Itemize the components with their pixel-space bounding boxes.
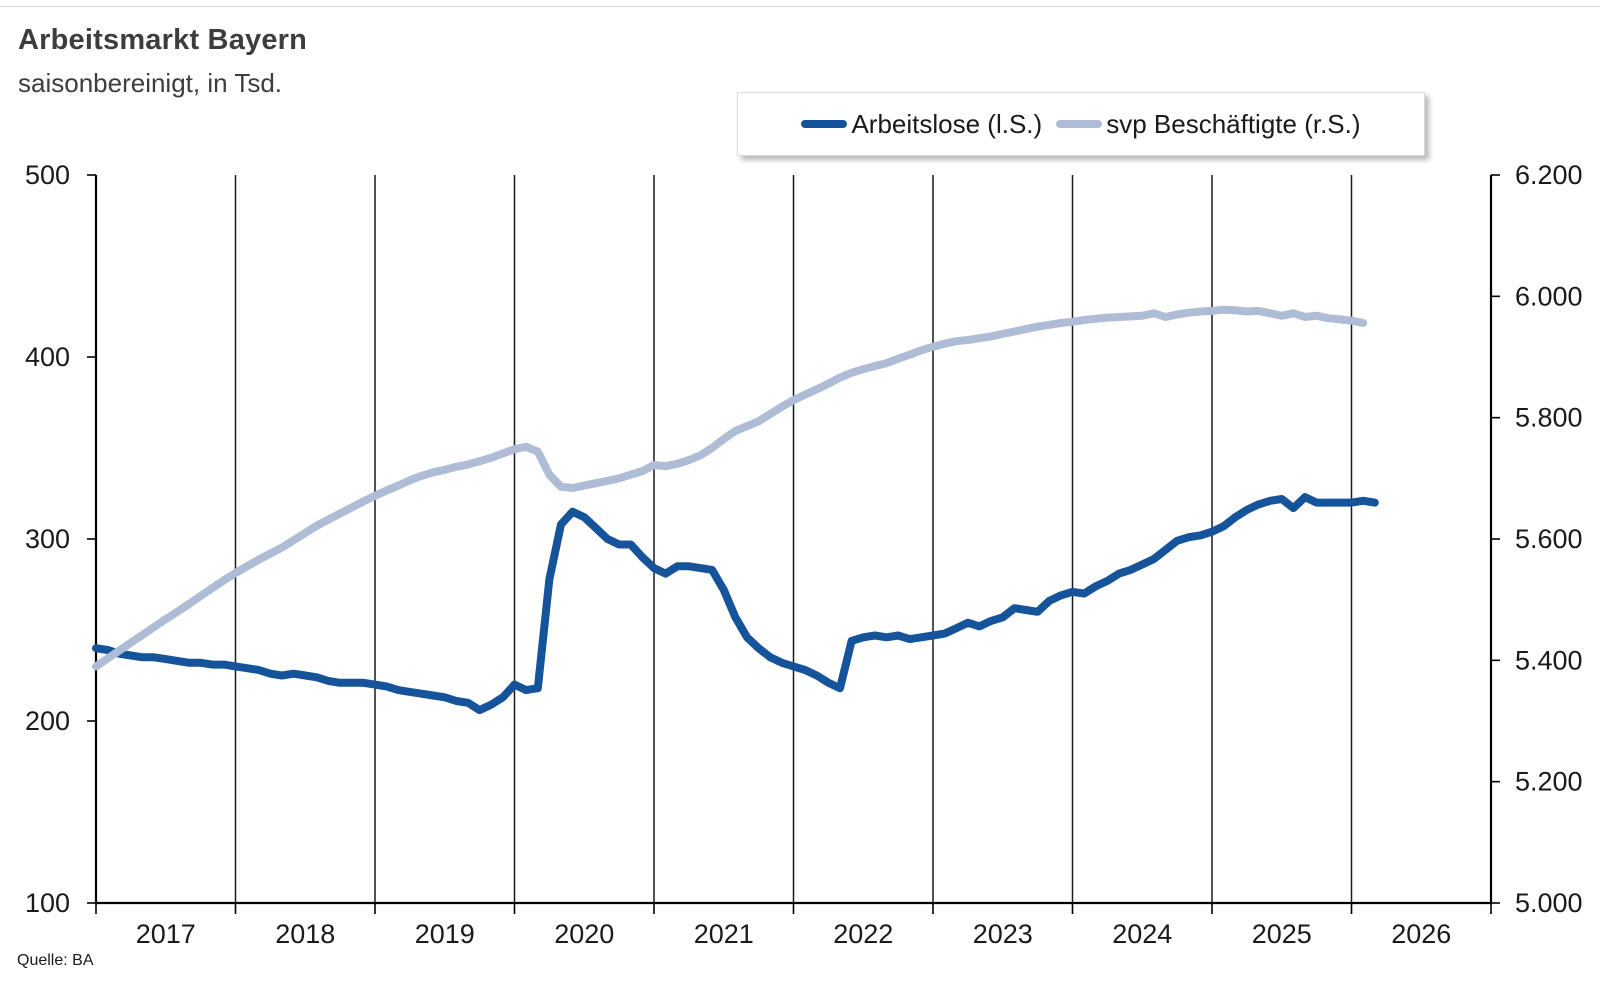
x-tick-label: 2025	[1252, 919, 1312, 949]
chart-title: Arbeitsmarkt Bayern	[18, 24, 308, 56]
x-tick-label: 2024	[1112, 919, 1172, 949]
legend-item-arbeitslose: Arbeitslose (l.S.)	[801, 109, 1042, 140]
right-axis-tick-label: 5.000	[1515, 888, 1583, 918]
x-tick-label: 2017	[136, 919, 196, 949]
legend-label-arbeitslose: Arbeitslose (l.S.)	[851, 108, 1043, 139]
x-tick-label: 2026	[1391, 919, 1451, 949]
left-axis-tick-label: 300	[25, 524, 70, 554]
right-axis-tick-label: 6.000	[1515, 281, 1583, 311]
x-tick-label: 2018	[275, 919, 335, 949]
right-axis-tick-label: 5.400	[1515, 645, 1583, 675]
right-axis-tick-label: 5.200	[1515, 767, 1583, 797]
top-border-rule	[0, 6, 1600, 7]
left-axis-tick-label: 500	[25, 160, 70, 190]
series-line-svp-beschaeftigte	[92, 305, 1368, 671]
x-tick-label: 2022	[833, 919, 893, 949]
right-axis-tick-label: 6.200	[1515, 160, 1583, 190]
right-axis-tick-label: 5.800	[1515, 403, 1583, 433]
x-tick-label: 2019	[415, 919, 475, 949]
left-axis-tick-label: 400	[25, 342, 70, 372]
chart-subtitle: saisonbereinigt, in Tsd.	[18, 68, 283, 98]
x-tick-label: 2021	[694, 919, 754, 949]
arbeitslose-line-swatch-icon	[801, 120, 848, 128]
left-axis-tick-label: 200	[25, 706, 70, 736]
legend-item-svp-beschaeftigte: svp Beschäftigte (r.S.)	[1056, 108, 1361, 140]
series-line-arbeitslose	[92, 493, 1379, 715]
left-axis-tick-label: 100	[25, 888, 70, 918]
x-tick-label: 2020	[554, 919, 614, 949]
right-axis-tick-label: 5.600	[1515, 524, 1583, 554]
legend-label-svp-beschaeftigte: svp Beschäftigte (r.S.)	[1106, 108, 1361, 139]
svp-beschaeftigte-line-swatch-icon	[1056, 120, 1103, 128]
x-tick-label: 2023	[973, 919, 1033, 949]
legend-box: Arbeitslose (l.S.) svp Beschäftigte (r.S…	[737, 92, 1425, 156]
source-note: Quelle: BA	[17, 952, 94, 969]
